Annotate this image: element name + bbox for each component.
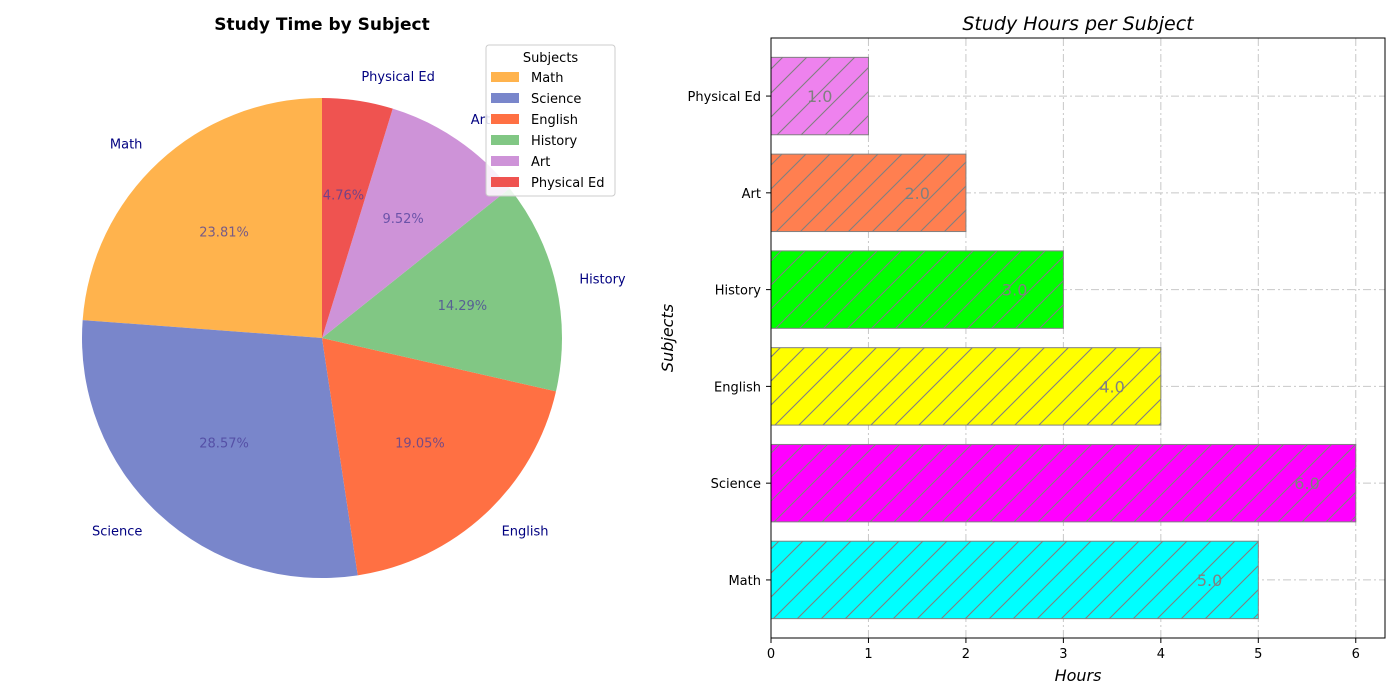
legend-entry-art: Art [531, 155, 550, 170]
bar-value-history: 3.0 [1002, 281, 1027, 300]
bar-hatch-english [771, 347, 1161, 426]
bar-value-physical-ed: 1.0 [807, 87, 832, 106]
legend-entry-history: History [531, 134, 578, 149]
bar-hatch-history [771, 250, 1064, 329]
pie-labels: Math 23.81% Science 28.57% English 19.05% Hist… [92, 70, 626, 540]
legend-swatch-science [491, 93, 519, 103]
pie-percent-english: 19.05% [395, 437, 445, 452]
pie-percent-history: 14.29% [438, 299, 488, 314]
legend-title: Subjects [523, 51, 579, 66]
legend-swatch-english [491, 114, 519, 124]
bar-ticks: 0 1 2 3 4 5 6 Math Science English History Art Physi… [688, 90, 1360, 662]
pie-label-science: Science [92, 525, 142, 540]
x-axis-label: Hours [1055, 666, 1102, 685]
pie-legend: Subjects Math Science English History Art Phy… [485, 44, 616, 197]
pie-slices [82, 98, 562, 578]
legend-entry-english: English [531, 113, 578, 128]
legend-entry-science: Science [531, 92, 581, 107]
pie-title: Study Time by Subject [214, 15, 429, 35]
legend-items: Math Science English History Art Physical Ed [491, 71, 604, 191]
bar-hatch-math [771, 541, 1259, 619]
x-tick-label: 0 [767, 647, 775, 662]
bar-value-math: 5.0 [1197, 571, 1222, 590]
pie-slice-science [82, 320, 358, 578]
pie-label-history: History [579, 272, 626, 287]
y-tick-label-physical-ed: Physical Ed [688, 90, 761, 105]
y-axis-label: Subjects [658, 304, 677, 372]
pie-slice-history [322, 188, 562, 392]
pie-percent-science: 28.57% [199, 437, 249, 452]
legend-swatch-history [491, 135, 519, 145]
pie-slice-english [322, 338, 556, 576]
legend-swatch-physical-ed [491, 177, 519, 187]
bar-hatch-science [771, 444, 1356, 522]
bar-chart: Study Hours per Subject 5.0 6.0 4.0 3.0 2.0 1… [658, 13, 1386, 685]
y-tick-label-science: Science [711, 477, 761, 492]
pie-label-math: Math [110, 137, 143, 152]
x-tick-label: 3 [1059, 647, 1067, 662]
pie-label-physical-ed: Physical Ed [361, 70, 434, 85]
pie-slice-physical-ed [322, 98, 393, 338]
y-tick-label-history: History [715, 284, 762, 299]
bar-axes-frame [770, 37, 1386, 639]
legend-swatch-math [491, 72, 519, 82]
bar-value-english: 4.0 [1099, 377, 1124, 396]
legend-swatch-art [491, 156, 519, 166]
x-tick-label: 1 [864, 647, 872, 662]
bar-value-art: 2.0 [904, 184, 929, 203]
legend-entry-physical-ed: Physical Ed [531, 176, 604, 191]
pie-label-art: Art [471, 113, 490, 128]
pie-percent-physical-ed: 4.76% [323, 189, 364, 204]
bar-bars: 5.0 6.0 4.0 3.0 2.0 1.0 [770, 56, 1357, 620]
x-tick-label: 5 [1254, 647, 1262, 662]
x-tick-label: 4 [1157, 647, 1165, 662]
x-tick-label: 6 [1352, 647, 1360, 662]
pie-slice-math [82, 98, 323, 338]
bar-hatch-art [771, 154, 966, 232]
pie-chart: Study Time by Subject Math 23.81% Science 2… [82, 15, 626, 578]
pie-label-english: English [502, 525, 549, 540]
bar-title: Study Hours per Subject [962, 13, 1195, 35]
pie-percent-math: 23.81% [199, 225, 249, 240]
x-tick-label: 2 [962, 647, 970, 662]
pie-slice-art [322, 108, 510, 338]
legend-entry-math: Math [531, 71, 564, 86]
y-tick-label-math: Math [728, 574, 761, 589]
y-tick-label-english: English [714, 380, 761, 395]
bar-hatch-physical-ed [771, 57, 869, 135]
pie-percent-art: 9.52% [382, 212, 423, 227]
y-tick-label-art: Art [742, 187, 761, 202]
bar-value-science: 6.0 [1294, 474, 1319, 493]
